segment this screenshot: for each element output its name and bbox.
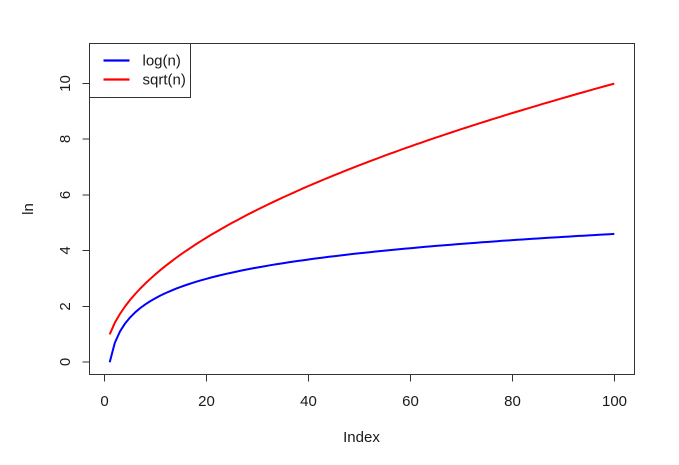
plot-series xyxy=(108,82,615,363)
y-axis: 0 2 4 6 8 10 xyxy=(57,75,90,366)
y-tick-label: 0 xyxy=(57,358,74,366)
x-axis-title: Index xyxy=(343,429,380,446)
plot-box xyxy=(89,43,635,375)
y-tick-label: 2 xyxy=(57,302,74,310)
legend-label-sqrt: sqrt(n) xyxy=(143,72,186,89)
series-sqrt-line xyxy=(108,82,615,335)
x-tick-label: 80 xyxy=(504,393,521,410)
legend-label-log: log(n) xyxy=(143,53,181,70)
x-tick-label: 0 xyxy=(100,393,108,410)
y-tick-label: 6 xyxy=(57,191,74,199)
y-tick-label: 4 xyxy=(57,246,74,254)
y-axis-title: ln xyxy=(20,203,37,215)
x-axis: 0 20 40 60 80 100 xyxy=(100,374,627,410)
y-tick-label: 8 xyxy=(57,135,74,143)
x-tick-label: 100 xyxy=(602,393,627,410)
legend: log(n) sqrt(n) xyxy=(89,43,191,98)
x-tick-label: 40 xyxy=(300,393,317,410)
x-tick-label: 20 xyxy=(198,393,215,410)
series-log-line xyxy=(108,232,615,363)
legend-box xyxy=(89,43,191,98)
y-tick-label: 10 xyxy=(57,75,74,92)
x-tick-label: 60 xyxy=(402,393,419,410)
